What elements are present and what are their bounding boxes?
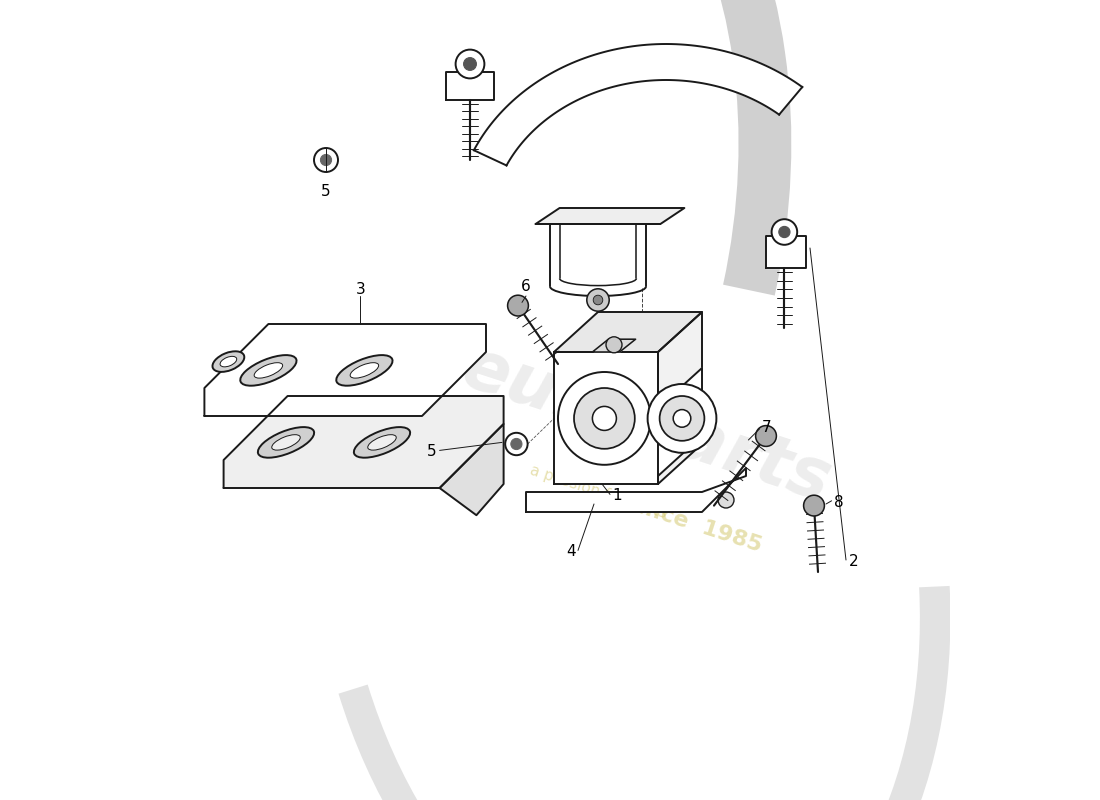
Polygon shape: [223, 396, 504, 488]
Circle shape: [320, 154, 331, 166]
Circle shape: [660, 396, 704, 441]
Ellipse shape: [240, 355, 297, 386]
Circle shape: [558, 372, 651, 465]
Polygon shape: [205, 324, 486, 416]
Ellipse shape: [337, 355, 393, 386]
Polygon shape: [536, 208, 684, 224]
Polygon shape: [554, 352, 658, 484]
Text: 1: 1: [613, 489, 621, 503]
Circle shape: [314, 148, 338, 172]
Ellipse shape: [254, 362, 283, 378]
Circle shape: [779, 226, 790, 238]
Circle shape: [718, 492, 734, 508]
Circle shape: [771, 219, 797, 245]
Polygon shape: [440, 424, 504, 515]
Text: 3: 3: [355, 282, 365, 297]
Ellipse shape: [354, 427, 410, 458]
Polygon shape: [526, 468, 746, 512]
Circle shape: [593, 295, 603, 305]
Circle shape: [586, 289, 609, 311]
Text: 8: 8: [834, 495, 844, 510]
Polygon shape: [658, 312, 702, 484]
Ellipse shape: [350, 362, 378, 378]
Circle shape: [756, 426, 777, 446]
Text: 4: 4: [566, 545, 575, 559]
Circle shape: [804, 495, 824, 516]
Ellipse shape: [272, 434, 300, 450]
Circle shape: [648, 384, 716, 453]
Text: 5: 5: [321, 184, 331, 199]
Circle shape: [463, 58, 476, 70]
Text: europarts: europarts: [453, 333, 839, 515]
Text: 6: 6: [521, 279, 531, 294]
Circle shape: [606, 337, 621, 353]
Text: since  1985: since 1985: [624, 493, 764, 555]
Circle shape: [574, 388, 635, 449]
Text: 2: 2: [849, 554, 859, 569]
Text: 5: 5: [427, 445, 437, 459]
Ellipse shape: [220, 356, 236, 367]
Polygon shape: [474, 44, 802, 166]
Circle shape: [510, 438, 522, 450]
Ellipse shape: [367, 434, 396, 450]
Polygon shape: [554, 312, 702, 352]
Circle shape: [455, 50, 484, 78]
Circle shape: [593, 406, 616, 430]
Text: a passion for parts: a passion for parts: [528, 462, 669, 522]
Text: 7: 7: [762, 421, 771, 435]
Polygon shape: [446, 72, 494, 100]
Polygon shape: [593, 339, 636, 352]
Ellipse shape: [257, 427, 315, 458]
Circle shape: [505, 433, 528, 455]
Circle shape: [507, 295, 528, 316]
Circle shape: [673, 410, 691, 427]
Ellipse shape: [212, 351, 244, 372]
Polygon shape: [766, 236, 806, 268]
Polygon shape: [658, 368, 702, 476]
